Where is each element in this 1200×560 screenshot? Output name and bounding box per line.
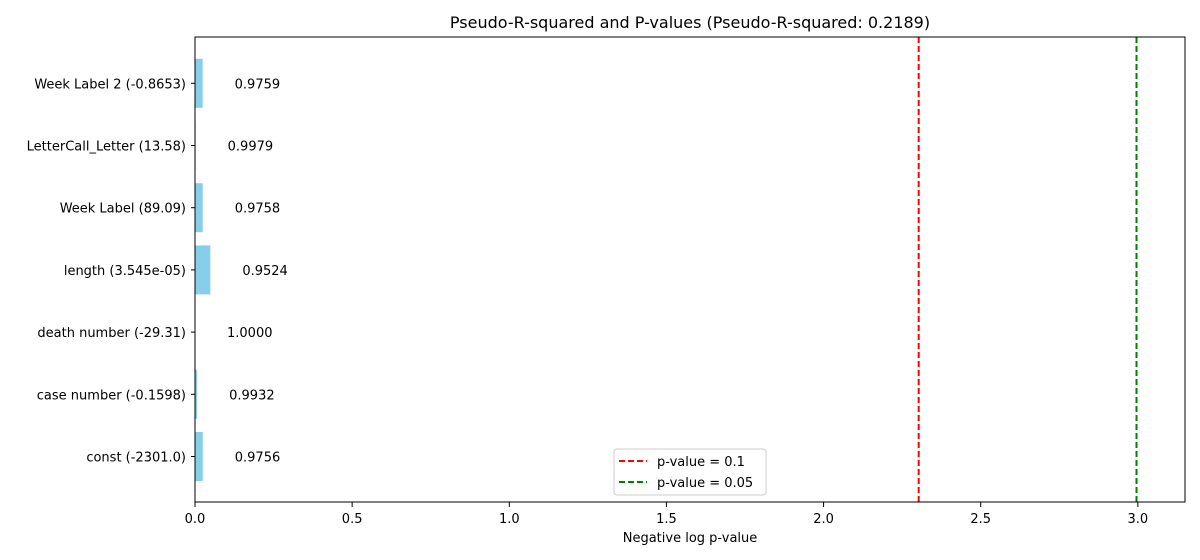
y-tick-label: Week Label 2 (-0.8653) (34, 77, 186, 92)
x-tick-label: 3.0 (1128, 512, 1149, 527)
value-label: 1.0000 (227, 326, 273, 341)
chart-title: Pseudo-R-squared and P-values (Pseudo-R-… (450, 13, 930, 32)
x-tick-label: 1.5 (656, 512, 677, 527)
y-tick-label: death number (-29.31) (37, 326, 186, 341)
x-axis-label: Negative log p-value (623, 531, 758, 546)
y-tick-label: Week Label (89.09) (60, 202, 186, 217)
plot-frame (194, 36, 1186, 503)
x-tick-label: 0.5 (342, 512, 363, 527)
y-tick-label: LetterCall_Letter (13.58) (27, 140, 186, 155)
legend-box (613, 448, 767, 496)
bar (195, 369, 198, 419)
legend: p-value = 0.1 p-value = 0.05 (613, 448, 767, 496)
x-tick-label: 1.0 (499, 512, 520, 527)
y-tick-label: case number (-0.1598) (37, 388, 186, 403)
value-label: 0.9524 (242, 264, 288, 279)
bar (195, 58, 203, 108)
y-tick-label: const (-2301.0) (86, 451, 186, 466)
bar (195, 183, 203, 233)
legend-entry: p-value = 0.05 (657, 476, 753, 491)
value-label: 0.9932 (229, 388, 275, 403)
value-label: 0.9758 (235, 202, 281, 217)
x-tick-label: 0.0 (185, 512, 206, 527)
x-tick-label: 2.5 (970, 512, 991, 527)
y-tick-label: length (3.545e-05) (64, 264, 186, 279)
x-tick-label: 2.0 (813, 512, 834, 527)
bar (195, 432, 203, 481)
value-label: 0.9979 (228, 140, 274, 155)
legend-entry: p-value = 0.1 (657, 455, 745, 470)
bar (195, 245, 211, 295)
value-label: 0.9756 (235, 451, 281, 466)
value-label: 0.9759 (235, 77, 281, 92)
